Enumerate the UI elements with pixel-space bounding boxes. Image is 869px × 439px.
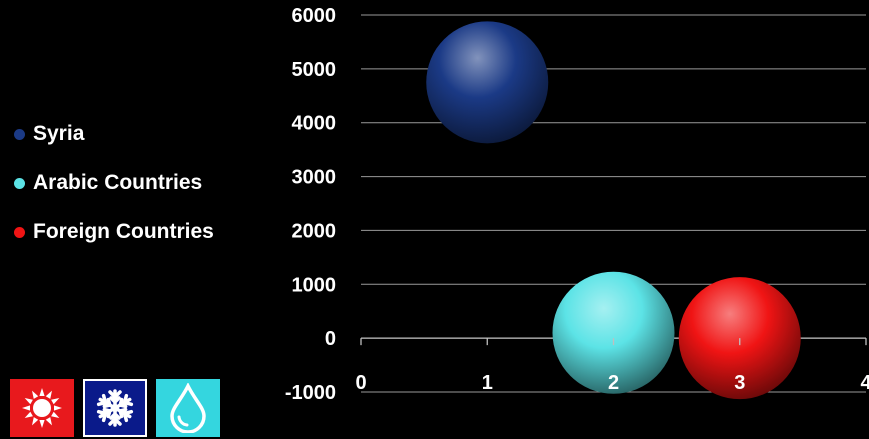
chart-legend: Syria Arabic Countries Foreign Countries — [14, 122, 214, 269]
y-tick-label: 1000 — [292, 274, 337, 296]
legend-marker-foreign-countries — [14, 226, 25, 238]
y-tick-label: 6000 — [292, 5, 337, 27]
legend-label-foreign-countries: Foreign Countries — [33, 220, 214, 243]
x-tick-label: 3 — [734, 372, 745, 394]
snowflake-icon[interactable] — [83, 379, 147, 437]
y-tick-label: 2000 — [292, 220, 337, 242]
bubble-syria[interactable] — [426, 21, 549, 144]
legend-label-arabic-countries: Arabic Countries — [33, 171, 203, 194]
y-tick-label: 4000 — [292, 113, 337, 135]
bubble-arabic-countries[interactable] — [552, 271, 675, 394]
y-tick-label: 5000 — [292, 59, 337, 81]
y-tick-label: 0 — [325, 328, 336, 350]
x-tick-label: 1 — [482, 372, 493, 394]
x-tick-label: 2 — [608, 372, 619, 394]
weather-icon-bar — [10, 379, 229, 437]
legend-label-syria: Syria — [33, 122, 85, 145]
y-tick-label: -1000 — [285, 382, 336, 404]
y-axis-ticks: 6000 5000 4000 3000 2000 1000 0 -1000 — [285, 5, 336, 404]
x-tick-label: 0 — [355, 372, 366, 394]
sun-icon[interactable] — [10, 379, 74, 437]
y-tick-label: 3000 — [292, 167, 337, 189]
x-tick-label: 4 — [860, 372, 869, 394]
legend-item-syria[interactable]: Syria — [14, 122, 214, 146]
legend-item-arabic-countries[interactable]: Arabic Countries — [14, 171, 214, 195]
water-drop-icon[interactable] — [156, 379, 220, 437]
x-axis-ticks: 0 1 2 3 4 — [355, 338, 869, 394]
legend-marker-arabic-countries — [14, 177, 25, 189]
legend-marker-syria — [14, 128, 25, 140]
legend-item-foreign-countries[interactable]: Foreign Countries — [14, 220, 214, 244]
